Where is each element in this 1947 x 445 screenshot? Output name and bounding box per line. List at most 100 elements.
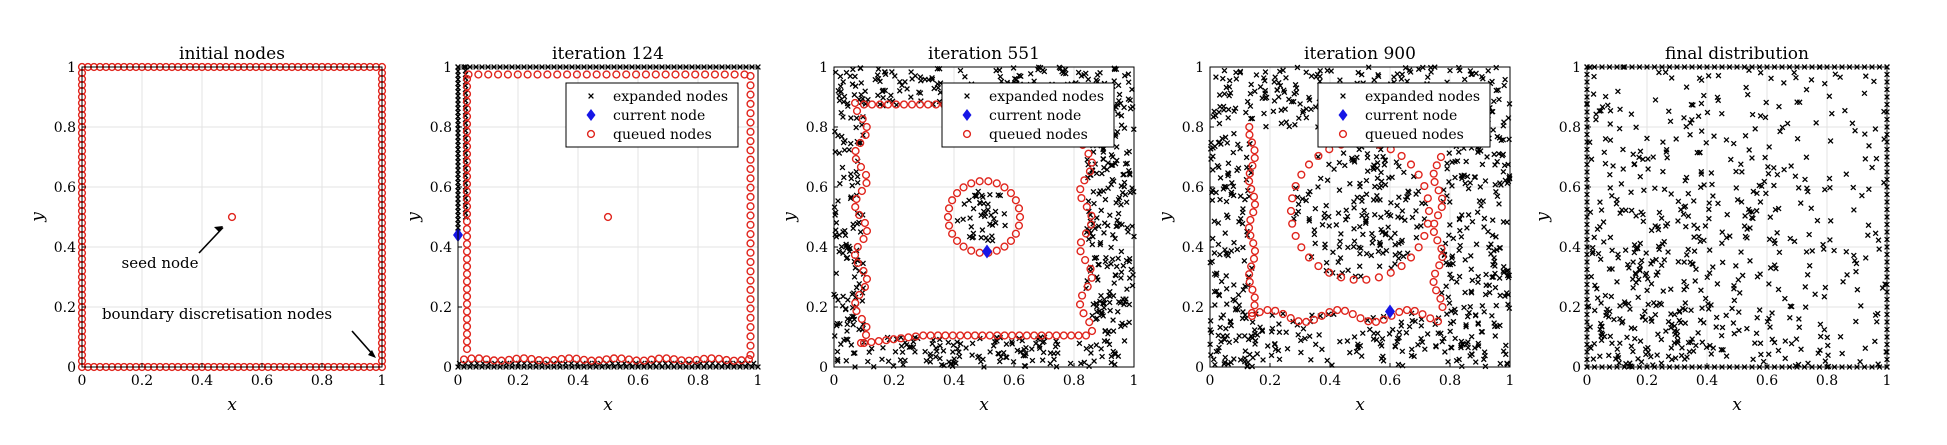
y-tick-label: 0 [1572, 360, 1581, 376]
expanded-node [831, 333, 838, 339]
queued-node [852, 306, 861, 316]
queued-node [1030, 331, 1039, 340]
expanded-node [875, 92, 881, 99]
expanded-node [1389, 174, 1395, 181]
expanded-node [1115, 299, 1122, 305]
queued-node [1432, 286, 1441, 295]
expanded-node [1467, 303, 1474, 310]
expanded-node [1442, 349, 1448, 355]
expanded-node [1780, 80, 1787, 86]
expanded-node [1010, 358, 1017, 365]
expanded-node [1497, 360, 1504, 367]
expanded-node [1209, 167, 1216, 173]
queued-node [992, 246, 1001, 255]
expanded-node [852, 294, 859, 301]
expanded-node [1602, 292, 1609, 299]
expanded-node [1406, 67, 1413, 74]
expanded-node [1272, 74, 1279, 80]
expanded-node [588, 93, 594, 99]
expanded-node [992, 208, 999, 215]
expanded-node [1230, 183, 1237, 190]
expanded-node [1793, 74, 1799, 81]
legend-label: current node [1365, 108, 1457, 124]
expanded-node [1617, 302, 1623, 309]
expanded-node [1126, 170, 1133, 177]
expanded-node [902, 79, 908, 85]
expanded-node [1209, 187, 1216, 193]
expanded-node [1691, 234, 1697, 240]
expanded-node [1278, 120, 1285, 127]
expanded-node [1615, 352, 1621, 359]
queued-node [669, 355, 679, 364]
expanded-node [1118, 275, 1124, 281]
expanded-node [1440, 335, 1447, 342]
expanded-node [1443, 283, 1450, 290]
expanded-node [1690, 198, 1697, 204]
expanded-node [1664, 154, 1671, 161]
y-tick-label: 0.6 [1559, 180, 1581, 196]
queued-node [729, 356, 739, 365]
expanded-node [1699, 339, 1706, 346]
expanded-node [1852, 127, 1858, 134]
queued-node [1086, 220, 1096, 229]
expanded-node [1750, 356, 1756, 363]
expanded-node [848, 175, 855, 182]
expanded-node [1458, 363, 1465, 370]
expanded-node [1649, 258, 1656, 264]
expanded-node [1100, 313, 1107, 319]
expanded-node [1696, 233, 1702, 240]
expanded-node [1122, 322, 1128, 328]
expanded-node [940, 347, 947, 354]
expanded-node [1387, 235, 1394, 241]
x-tick-label: 1 [1130, 373, 1139, 389]
expanded-node [1439, 338, 1446, 345]
expanded-node [1345, 244, 1351, 251]
expanded-node [1590, 356, 1597, 362]
expanded-node [1224, 140, 1231, 146]
expanded-node [949, 349, 956, 355]
expanded-node [1399, 348, 1406, 355]
expanded-node [1682, 320, 1689, 327]
expanded-node [846, 146, 852, 153]
expanded-node [1222, 230, 1229, 236]
expanded-node [1705, 206, 1712, 213]
queued-node [1245, 277, 1254, 287]
expanded-node [872, 76, 879, 83]
expanded-node [1124, 286, 1130, 293]
expanded-node [967, 215, 973, 221]
queued-node [746, 323, 755, 332]
expanded-node [1319, 221, 1326, 228]
queued-node [1402, 305, 1412, 315]
queued-node [720, 70, 729, 79]
expanded-node [1720, 347, 1726, 353]
expanded-node [1363, 212, 1370, 219]
expanded-node [1802, 304, 1809, 310]
expanded-node [1413, 208, 1419, 214]
expanded-node [1595, 250, 1602, 257]
expanded-node [1652, 311, 1659, 318]
expanded-node [1782, 338, 1789, 344]
expanded-node [1831, 247, 1837, 254]
expanded-node [1481, 224, 1487, 230]
queued-node [462, 74, 472, 84]
expanded-node [1654, 352, 1661, 358]
expanded-node [1616, 125, 1623, 132]
expanded-node [1485, 67, 1492, 74]
expanded-node [1650, 154, 1657, 160]
queued-node [1420, 231, 1429, 241]
expanded-node [1275, 79, 1282, 86]
queued-node [1397, 151, 1406, 161]
expanded-node [1003, 341, 1010, 347]
y-tick-label: 0 [1195, 360, 1204, 376]
queued-node [462, 224, 472, 234]
queued-node [730, 70, 739, 79]
expanded-node [1233, 305, 1240, 312]
queued-node [746, 220, 755, 229]
arrow-head [214, 226, 223, 232]
expanded-node [1458, 338, 1465, 345]
legend-diamond [586, 109, 596, 121]
expanded-node [1697, 184, 1704, 191]
expanded-node [1219, 75, 1226, 82]
expanded-node [1620, 166, 1627, 172]
expanded-node [840, 293, 846, 300]
